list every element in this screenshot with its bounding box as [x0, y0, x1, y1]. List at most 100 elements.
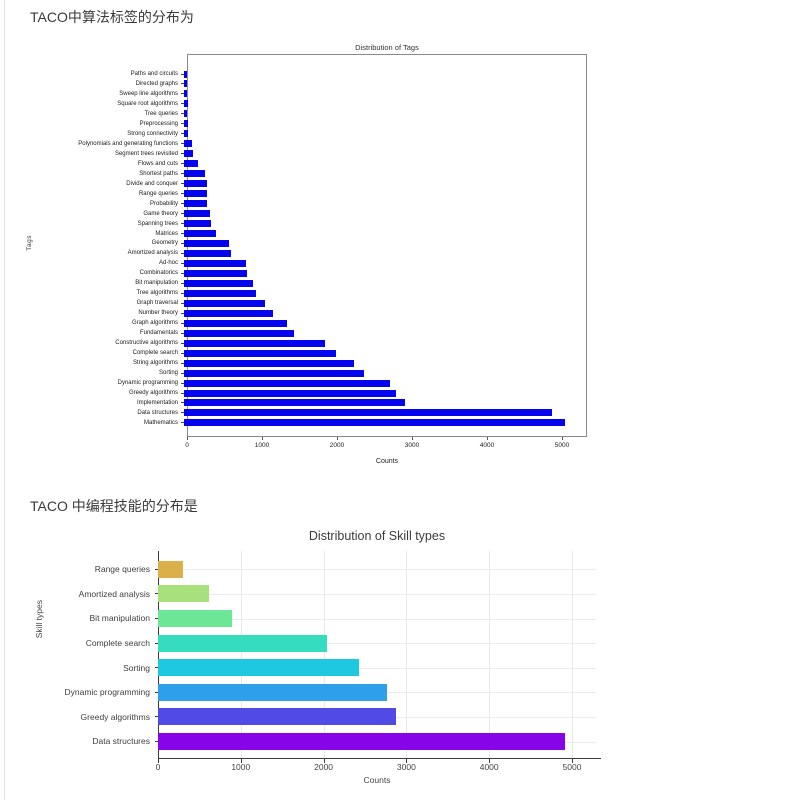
bar-label: Polynomials and generating functions — [78, 140, 178, 147]
bar — [184, 150, 194, 158]
bar-track — [158, 609, 596, 627]
bar — [158, 634, 327, 652]
bar-track — [184, 220, 584, 228]
bar-row: Greedy algorithms — [30, 389, 587, 397]
bar — [158, 585, 210, 603]
category-tick-mark — [181, 93, 184, 95]
bar — [184, 220, 212, 228]
bar — [184, 329, 295, 337]
gridline-vertical — [323, 551, 325, 758]
bar-track — [184, 269, 584, 277]
x-tick-label: 0 — [185, 442, 189, 449]
x-tick-label: 2000 — [314, 762, 334, 772]
bar-track — [184, 90, 584, 98]
skills-chart-bars: Range queries Amortized analysis Bit manip… — [30, 551, 596, 758]
category-tick-mark — [181, 262, 184, 264]
bar-row: Paths and circuits — [30, 70, 587, 78]
bar-row: Game theory — [30, 210, 587, 218]
x-tick-label: 5000 — [562, 762, 582, 772]
bar-row: Preprocessing — [30, 120, 587, 128]
bar-row: Spanning trees — [30, 220, 587, 228]
pane-left-border — [4, 0, 5, 800]
bar-track — [184, 140, 584, 148]
bar — [184, 419, 565, 427]
bar-track — [184, 319, 584, 327]
bar-track — [184, 249, 584, 257]
gridline-horizontal — [158, 569, 596, 571]
gridline-vertical — [406, 551, 408, 758]
bar-track — [158, 708, 596, 726]
bar-label: Greedy algorithms — [128, 390, 178, 396]
bar-label: Segment trees revisited — [114, 150, 178, 157]
category-tick-mark — [155, 593, 158, 595]
bar-track — [184, 409, 584, 417]
bar-track — [184, 399, 584, 407]
bar-label: Ad-hoc — [158, 260, 178, 267]
bar-row: Flows and cuts — [30, 160, 587, 168]
bar-track — [184, 150, 584, 158]
category-tick-mark — [181, 422, 184, 424]
category-tick-mark — [181, 193, 184, 195]
category-tick-mark — [181, 143, 184, 145]
category-tick-mark — [181, 352, 184, 354]
bar-label: Data structures — [92, 736, 150, 747]
bar-track — [184, 170, 584, 178]
bar-label: Divide and conquer — [126, 180, 178, 187]
category-tick-mark — [181, 113, 184, 115]
bar-track — [184, 180, 584, 188]
bar-label: Complete search — [85, 638, 150, 649]
gridline-vertical — [489, 551, 491, 758]
page-heading-skills: TACO 中编程技能的分布是 — [30, 498, 198, 514]
category-tick-mark — [181, 282, 184, 284]
category-tick-mark — [181, 123, 184, 125]
x-tick-mark — [262, 437, 263, 440]
gridline-horizontal — [158, 618, 596, 620]
bar-label: Bit manipulation — [89, 613, 150, 624]
bar — [184, 339, 325, 347]
skills-chart-title: Distribution of Skill types — [308, 529, 446, 543]
bar — [158, 683, 388, 701]
bar-row: Range queries — [30, 190, 587, 198]
category-tick-mark — [181, 362, 184, 364]
bar — [184, 130, 189, 138]
category-tick-mark — [181, 153, 184, 155]
x-tick-label: 2000 — [329, 442, 345, 449]
bar-row: Graph algorithms — [30, 319, 587, 327]
x-tick-mark — [406, 759, 408, 763]
x-tick-mark — [158, 759, 159, 763]
category-tick-mark — [181, 163, 184, 165]
bar-row: Greedy algorithms — [30, 705, 596, 730]
bar-row: Constructive algorithms — [30, 339, 587, 347]
bar — [184, 120, 189, 128]
bar-row: Bit manipulation — [30, 606, 596, 631]
category-tick-mark — [181, 392, 184, 394]
tags-chart-figure: Distribution of Tags Paths and circuits D… — [26, 40, 665, 480]
bar-label: Amortized analysis — [78, 588, 150, 599]
bar-row: Mathematics — [30, 419, 587, 427]
bar-label: Sweep line algorithms — [119, 90, 178, 97]
x-tick-label: 1000 — [231, 762, 251, 772]
bar-label: Implementation — [136, 399, 178, 406]
bar-row: Sorting — [30, 369, 587, 377]
bar-track — [184, 419, 584, 427]
bar — [184, 359, 354, 367]
bar-row: String algorithms — [30, 359, 587, 367]
category-tick-mark — [181, 312, 184, 314]
bar-label: Geometry — [151, 240, 178, 247]
bar — [184, 230, 216, 237]
bar — [184, 190, 208, 198]
category-tick-mark — [181, 372, 184, 374]
bar-row: Segment trees revisited — [30, 150, 587, 158]
tags-chart-title: Distribution of Tags — [355, 43, 419, 52]
bar-track — [184, 200, 584, 208]
x-tick-mark — [187, 437, 188, 440]
bar-track — [158, 585, 596, 603]
category-tick-mark — [181, 103, 184, 105]
bar — [184, 369, 364, 377]
bar-track — [158, 560, 596, 578]
bar-label: Dynamic programming — [64, 687, 151, 698]
bar-row: Sorting — [30, 655, 596, 680]
category-tick-mark — [155, 642, 158, 644]
bar-row: Amortized analysis — [30, 249, 587, 257]
bar — [184, 90, 188, 98]
